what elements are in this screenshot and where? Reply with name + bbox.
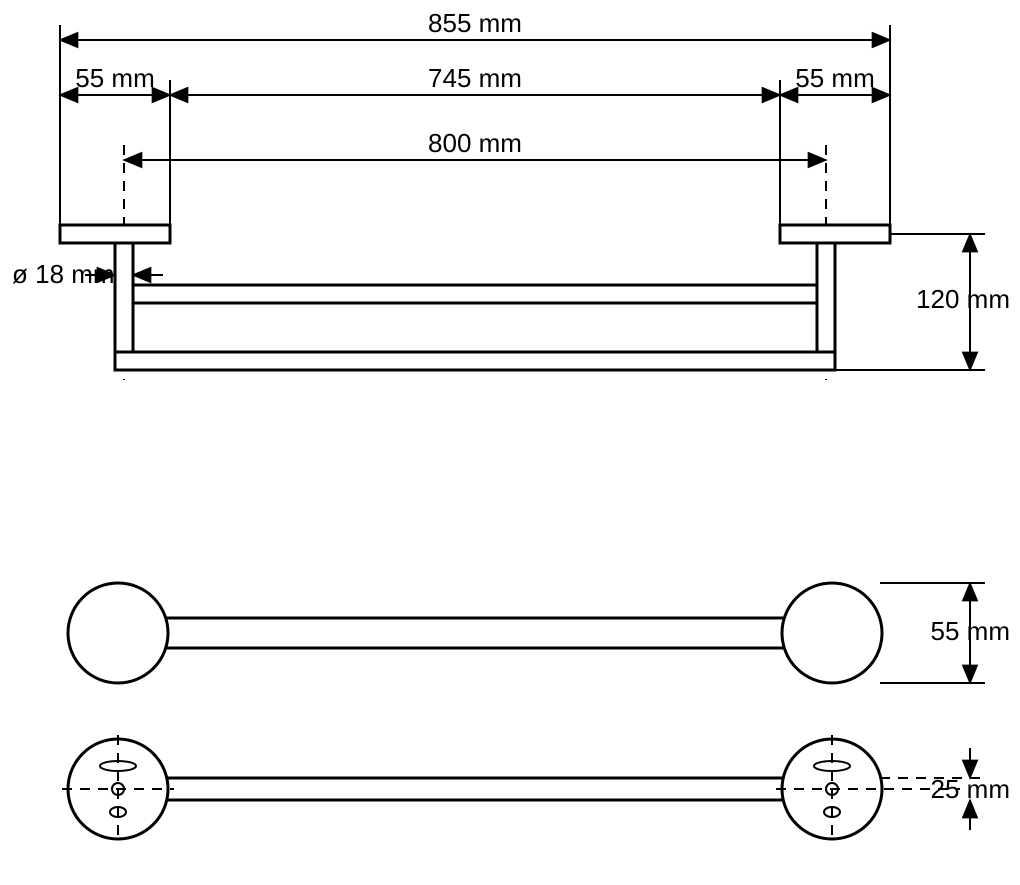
plan1-circle-right xyxy=(782,583,882,683)
dim-center-to-center: 800 mm xyxy=(428,128,522,158)
mid-rail xyxy=(133,285,817,303)
dim-inner-width: 745 mm xyxy=(428,63,522,93)
dim-tube-diameter: ø 18 mm xyxy=(12,259,115,289)
plan1-circle-left xyxy=(68,583,168,683)
dim-overall-width: 855 mm xyxy=(428,8,522,38)
flange-left xyxy=(60,225,170,243)
dim-plan-bar-thickness: 25 mm xyxy=(931,774,1010,804)
bottom-rail xyxy=(115,352,835,370)
dim-flange-right: 55 mm xyxy=(795,63,874,93)
flange-right xyxy=(780,225,890,243)
dim-height: 120 mm xyxy=(916,284,1010,314)
dim-flange-left: 55 mm xyxy=(75,63,154,93)
plan1-bar xyxy=(150,618,800,648)
plan2-bar xyxy=(150,778,800,800)
technical-drawing: 855 mm 55 mm 745 mm 55 mm 800 mm ø 18 mm… xyxy=(0,0,1020,885)
dim-plan-flange-dia: 55 mm xyxy=(931,616,1010,646)
